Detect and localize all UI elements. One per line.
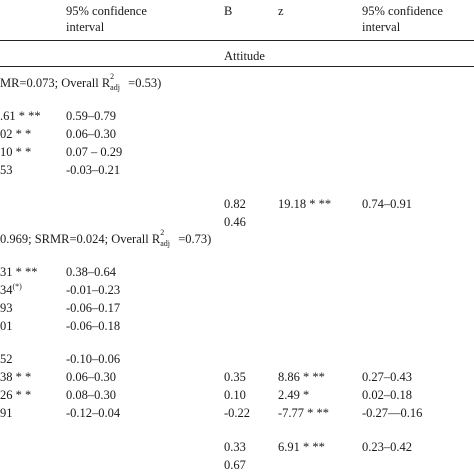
col-ci-header-line1: 95% confidence	[66, 4, 147, 18]
col-z-header: z	[278, 4, 284, 18]
row12-b: 0.35	[224, 370, 246, 384]
row6-b: 0.46	[224, 215, 246, 229]
row11-coef: 52	[0, 352, 13, 366]
row13-b: 0.10	[224, 388, 246, 402]
row14-ci: -0.12–0.04	[66, 406, 121, 420]
model2-fit: 0.969; SRMR=0.024; Overall R 2 adj =0.73)	[0, 228, 212, 249]
row8-ci: -0.01–0.23	[66, 283, 121, 297]
row15-z: 6.91 * **	[278, 440, 325, 454]
row4-ci: -0.03–0.21	[66, 163, 121, 177]
row5-b: 0.82	[224, 197, 246, 211]
row2-ci: 0.06–0.30	[66, 127, 116, 141]
row9-ci: -0.06–0.17	[66, 301, 121, 315]
row2-coef: 02 * *	[0, 127, 32, 141]
row14-coef: 91	[0, 406, 13, 420]
row1-coef: .61 * **	[0, 109, 41, 123]
row3-ci: 0.07 – 0.29	[66, 145, 123, 159]
row9-coef: 93	[0, 301, 13, 315]
col-ci-header-line2: interval	[66, 20, 105, 34]
row10-ci: -0.06–0.18	[66, 319, 121, 333]
row7-ci: 0.38–0.64	[66, 265, 116, 279]
row13-z: 2.49 *	[278, 388, 310, 402]
row5-ci2: 0.74–0.91	[362, 197, 412, 211]
row14-b: -0.22	[224, 406, 251, 420]
row3-coef: 10 * *	[0, 145, 32, 159]
row7-coef: 31 * **	[0, 265, 38, 279]
row13-coef: 26 * *	[0, 388, 32, 402]
attitude-subheader: Attitude	[224, 49, 265, 63]
row1-ci: 0.59–0.79	[66, 109, 116, 123]
row11-ci: -0.10–0.06	[66, 352, 121, 366]
row10-coef: 01	[0, 319, 13, 333]
row12-coef: 38 * *	[0, 370, 32, 384]
header-rule	[0, 40, 474, 41]
row13-ci2: 0.02–0.18	[362, 388, 412, 402]
row15-b: 0.33	[224, 440, 246, 454]
col-ci2-header-line1: 95% confidence	[362, 4, 443, 18]
subheader-rule	[0, 66, 474, 67]
model1-fit: MR=0.073; Overall R 2 adj =0.53)	[0, 72, 162, 93]
row8-coef: 34(*)	[0, 281, 22, 297]
row13-ci: 0.08–0.30	[66, 388, 116, 402]
row14-ci2: -0.27—0.16	[362, 406, 423, 420]
row5-z: 19.18 * **	[278, 197, 332, 211]
row16-b: 0.67	[224, 458, 246, 472]
row12-ci2: 0.27–0.43	[362, 370, 412, 384]
row12-ci: 0.06–0.30	[66, 370, 116, 384]
row12-z: 8.86 * **	[278, 370, 325, 384]
row15-ci2: 0.23–0.42	[362, 440, 412, 454]
col-b-header: B	[224, 4, 233, 18]
row14-z: -7.77 * **	[278, 406, 330, 420]
row4-coef: 53	[0, 163, 13, 177]
col-ci2-header-line2: interval	[362, 20, 401, 34]
